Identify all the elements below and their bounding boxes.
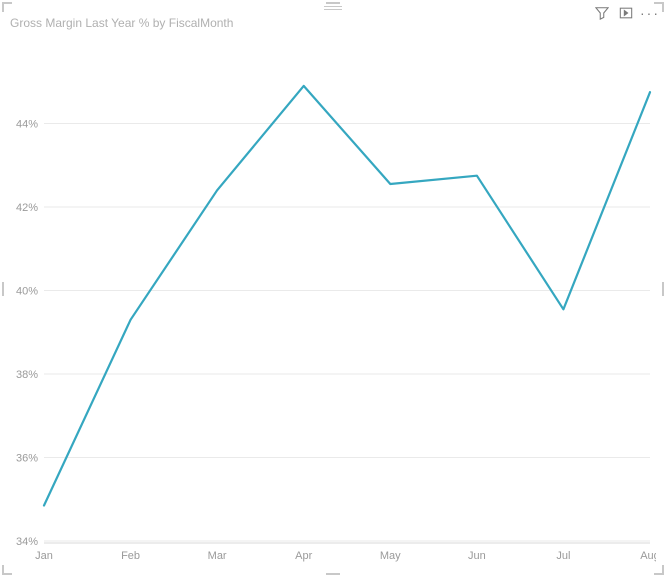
svg-text:May: May	[380, 550, 401, 562]
svg-text:42%: 42%	[16, 202, 38, 214]
visual-container: ··· Gross Margin Last Year % by FiscalMo…	[0, 0, 666, 577]
svg-text:Jun: Jun	[468, 550, 486, 562]
svg-text:38%: 38%	[16, 369, 38, 381]
more-options-icon[interactable]: ···	[642, 5, 658, 21]
svg-text:36%: 36%	[16, 453, 38, 465]
svg-text:Feb: Feb	[121, 550, 140, 562]
selection-mid-right	[662, 282, 664, 296]
svg-text:Jan: Jan	[35, 550, 53, 562]
svg-text:40%: 40%	[16, 286, 38, 298]
svg-text:Mar: Mar	[208, 550, 227, 562]
svg-text:34%: 34%	[16, 536, 38, 548]
visual-toolbar: ···	[594, 5, 658, 21]
svg-text:Aug: Aug	[640, 550, 656, 562]
selection-mid-bottom	[326, 573, 340, 575]
svg-text:Apr: Apr	[295, 550, 312, 562]
selection-mid-top	[326, 2, 340, 4]
focus-mode-icon[interactable]	[618, 5, 634, 21]
svg-text:44%: 44%	[16, 119, 38, 131]
line-chart[interactable]: 34% 36% 38% 40% 42% 44% Jan Feb Mar Apr May Jun Jul A…	[10, 36, 656, 567]
selection-mid-left	[2, 282, 4, 296]
selection-corner-tl	[2, 2, 12, 12]
chart-title: Gross Margin Last Year % by FiscalMonth	[10, 16, 233, 30]
svg-text:Jul: Jul	[556, 550, 570, 562]
drag-grip-icon[interactable]	[324, 6, 342, 10]
filter-icon[interactable]	[594, 5, 610, 21]
